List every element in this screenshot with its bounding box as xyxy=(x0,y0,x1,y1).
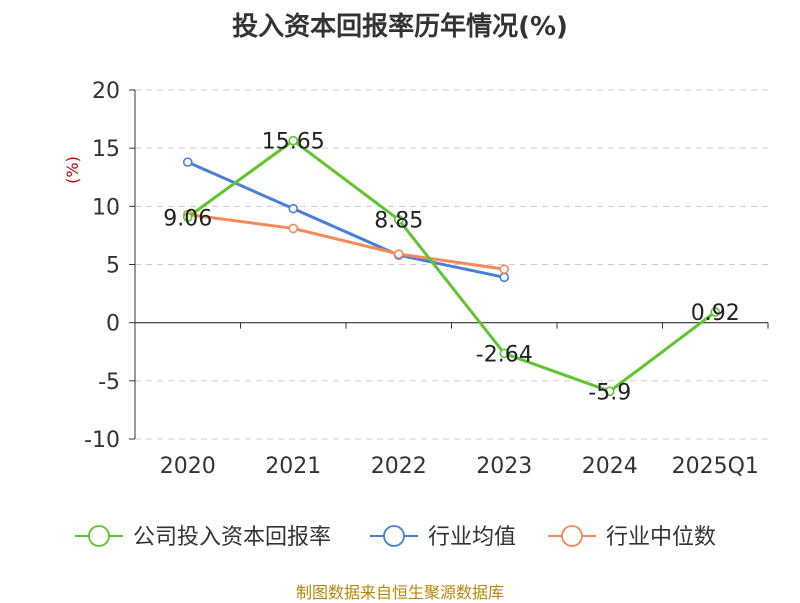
data-point xyxy=(393,249,404,259)
data-point xyxy=(604,386,615,397)
x-tick-label: 2025Q1 xyxy=(672,454,759,479)
legend-marker xyxy=(383,525,405,547)
tick-labels: -10 -5 0 5 10 15 20 (%) 2020 2021 2022 2023 2024 2025… xyxy=(63,79,759,479)
legend-marker xyxy=(561,525,583,547)
legend-label: 公司投入资本回报率 xyxy=(133,525,331,550)
grid-lines xyxy=(135,89,768,440)
data-label: 8.85 xyxy=(374,209,423,234)
data-labels: 9.06 15.65 8.85 -2.64 -5.9 0.92 xyxy=(163,130,739,406)
data-point xyxy=(499,272,510,283)
data-point xyxy=(182,157,193,167)
data-label: -5.9 xyxy=(588,380,631,405)
legend-label: 行业均值 xyxy=(428,525,516,550)
y-tick-label: 15 xyxy=(92,137,120,162)
x-tick-label: 2021 xyxy=(265,454,321,479)
data-label: -2.64 xyxy=(476,342,533,367)
series-line xyxy=(186,139,717,393)
data-label: 0.92 xyxy=(691,301,740,326)
x-tick-label: 2023 xyxy=(476,454,532,479)
y-tick-label: 5 xyxy=(106,254,120,279)
y-tick-label: -5 xyxy=(98,370,120,395)
series-line xyxy=(187,212,505,271)
x-tick-label: 2020 xyxy=(160,454,216,479)
data-point xyxy=(182,212,193,223)
data-point xyxy=(288,223,299,234)
legend: 公司投入资本回报率 行业均值 行业中位数 xyxy=(75,525,716,550)
y-tick-label: 20 xyxy=(92,79,120,104)
x-tick-label: 2022 xyxy=(371,454,427,479)
x-tick-label: 2024 xyxy=(582,454,638,479)
axes xyxy=(129,89,769,440)
legend-label: 行业中位数 xyxy=(606,525,716,550)
data-label: 9.06 xyxy=(163,206,212,231)
y-tick-label: 0 xyxy=(106,312,120,337)
data-source-note: 制图数据来自恒生聚源数据库 xyxy=(295,583,504,602)
y-tick-label: 10 xyxy=(92,195,120,220)
series-lines xyxy=(182,135,721,397)
data-point xyxy=(288,135,299,146)
chart-title: 投入资本回报率历年情况(%) xyxy=(232,12,568,42)
data-point xyxy=(393,214,404,225)
series-line xyxy=(187,160,505,279)
data-point xyxy=(499,264,510,274)
y-axis-unit: (%) xyxy=(63,156,82,184)
y-tick-label: -10 xyxy=(84,428,120,453)
data-label: 15.65 xyxy=(262,130,325,155)
legend-marker xyxy=(88,525,110,547)
data-point xyxy=(288,203,299,214)
data-point xyxy=(710,307,721,317)
data-point xyxy=(499,348,510,359)
